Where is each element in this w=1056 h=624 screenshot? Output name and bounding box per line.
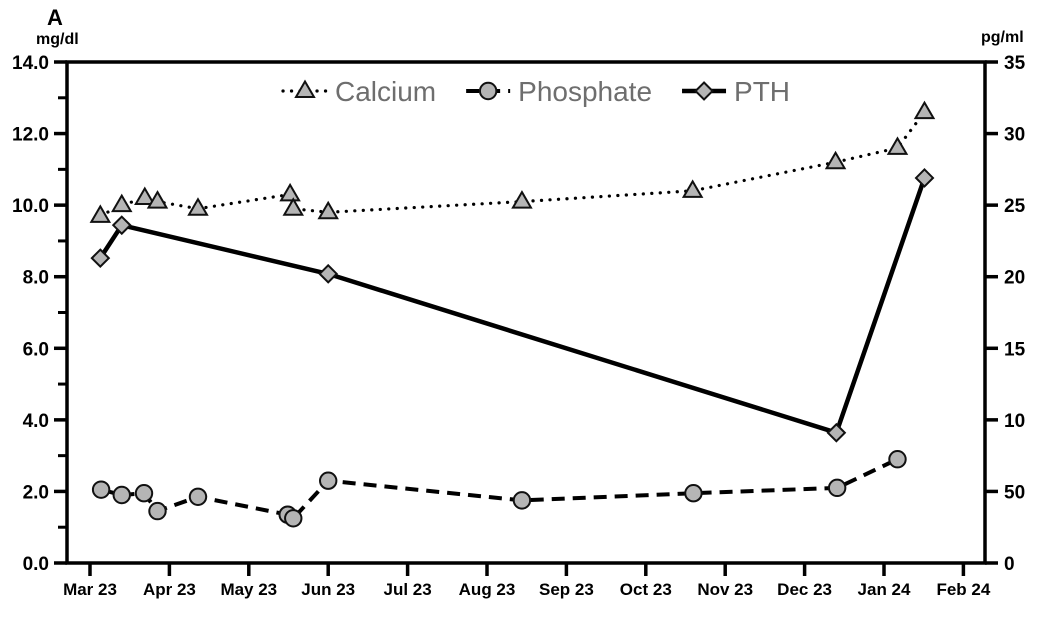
panel-label: A [47, 5, 63, 30]
left-axis-tick-label: 0.0 [23, 554, 49, 575]
calcium-marker [886, 136, 909, 155]
pth-marker [111, 215, 132, 236]
phosphate-series-line [100, 457, 899, 521]
x-axis-tick-label: Jul 23 [383, 580, 431, 599]
calcium-marker [913, 100, 936, 120]
right-axis-tick-label: 20 [1004, 268, 1025, 289]
phosphate-marker [684, 484, 703, 503]
x-axis-tick-label: Jun 23 [301, 580, 355, 599]
left-axis-unit-label: mg/dl [36, 31, 79, 48]
x-axis-tick-label: Dec 23 [777, 580, 832, 599]
phosphate-marker [148, 501, 167, 521]
x-axis-tick-label: Nov 23 [697, 580, 753, 599]
right-axis-tick-label: 0 [1004, 554, 1015, 575]
pth-series-line [98, 177, 927, 435]
left-axis-tick-label: 10.0 [12, 196, 49, 217]
left-axis-tick-label: 12.0 [12, 125, 49, 146]
left-axis-tick-label: 2.0 [23, 482, 49, 503]
left-axis-tick-label: 6.0 [23, 339, 49, 360]
right-axis-tick-label: 30 [1004, 125, 1025, 146]
phosphate-marker [284, 509, 303, 528]
phosphate-marker [888, 450, 907, 469]
calcium-marker [134, 186, 156, 205]
calcium-marker [89, 204, 112, 223]
left-axis-tick-label: 8.0 [23, 268, 49, 289]
x-axis-tick-label: Mar 23 [63, 580, 117, 599]
right-axis-tick-label: 15 [1004, 339, 1026, 360]
right-axis-tick-label: 10 [1004, 411, 1025, 432]
right-axis-tick-label: 25 [1004, 196, 1026, 217]
x-axis-tick-label: Apr 23 [143, 580, 196, 599]
calcium-marker [511, 190, 533, 209]
legend-marker-phosphate [478, 81, 498, 101]
x-axis-tick-label: Feb 24 [936, 580, 990, 599]
left-axis-tick-label: 4.0 [23, 411, 49, 432]
pth-marker [318, 263, 339, 284]
calcium-marker [187, 197, 209, 216]
phosphate-marker [827, 478, 847, 498]
pth-marker [914, 168, 935, 188]
x-axis-tick-label: Jan 24 [858, 580, 911, 599]
calcium-marker [111, 193, 133, 213]
legend-marker-calcium [294, 79, 316, 98]
plot-border [65, 60, 987, 565]
pth-marker [826, 422, 847, 443]
x-axis-tick-label: Oct 23 [620, 580, 672, 599]
right-axis-tick-label: 50 [1004, 482, 1025, 503]
calcium-marker [279, 182, 301, 202]
right-axis-tick-label: 35 [1004, 53, 1026, 74]
calcium-marker [317, 200, 339, 220]
calcium-series-line [98, 110, 927, 218]
phosphate-marker [91, 480, 111, 499]
right-axis-unit-label: pg/ml [981, 29, 1023, 46]
calcium-marker [824, 150, 847, 170]
legend-label-phosphate: Phosphate [518, 76, 652, 107]
legend-label-pth: PTH [734, 76, 790, 107]
calcium-marker [146, 190, 169, 209]
x-axis-tick-label: Sep 23 [539, 580, 594, 599]
calcium-marker [681, 179, 704, 198]
phosphate-marker [134, 484, 154, 503]
phosphate-marker [188, 487, 208, 506]
phosphate-marker [112, 485, 131, 505]
legend-label-calcium: Calcium [335, 76, 436, 107]
left-axis-tick-label: 14.0 [12, 53, 49, 74]
legend-marker-pth [694, 81, 714, 101]
phosphate-marker [512, 491, 532, 510]
x-axis-tick-label: Aug 23 [459, 580, 516, 599]
x-axis-tick-label: May 23 [220, 580, 277, 599]
pth-marker [90, 248, 111, 269]
calcium-marker [282, 197, 305, 216]
phosphate-marker [319, 471, 338, 490]
